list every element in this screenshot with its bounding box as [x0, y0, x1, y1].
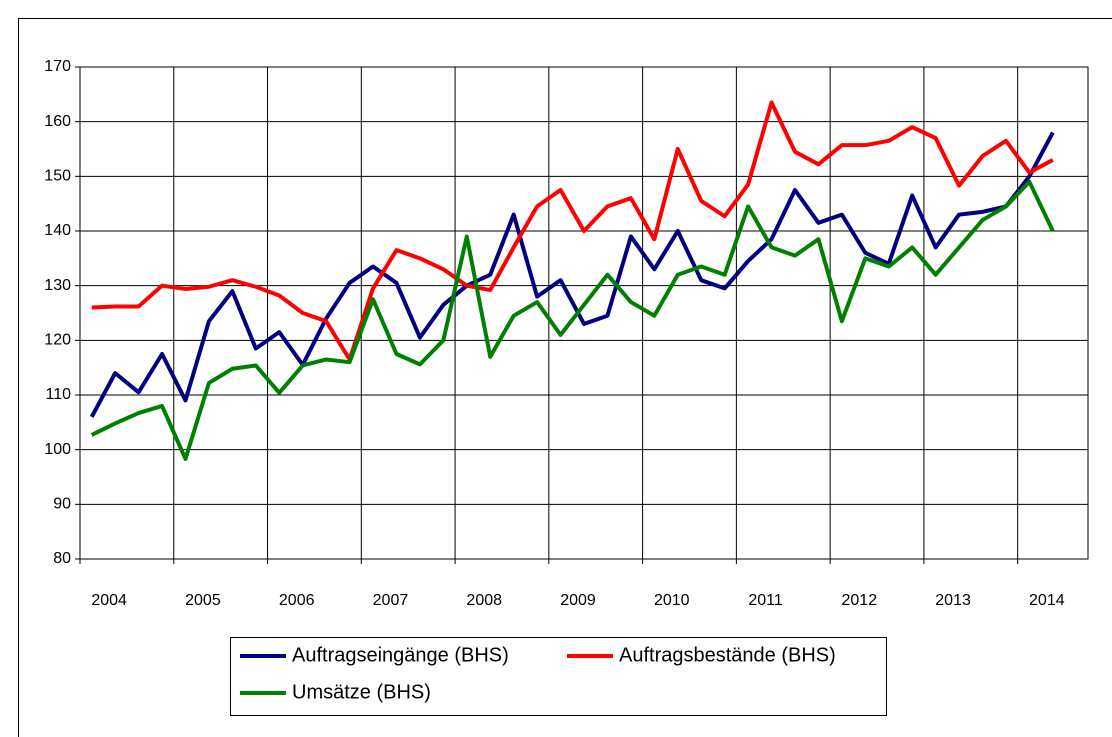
y-tick-label: 80 — [53, 550, 71, 567]
y-tick-label: 140 — [44, 222, 71, 239]
x-tick-label: 2010 — [654, 592, 690, 609]
y-tick-label: 120 — [44, 332, 71, 349]
series-line — [90, 179, 1055, 461]
x-tick-label: 2012 — [842, 592, 878, 609]
x-tick-label: 2006 — [279, 592, 315, 609]
x-tick-label: 2005 — [185, 592, 221, 609]
y-tick-label: 150 — [44, 168, 71, 185]
legend-label: Auftragsbestände (BHS) — [619, 644, 836, 666]
x-tick-label: 2013 — [935, 592, 971, 609]
series-line — [89, 131, 1055, 418]
legend-box — [230, 637, 887, 716]
y-tick-label: 160 — [44, 113, 71, 130]
plot-area — [79, 66, 1089, 560]
legend-label: Umsätze (BHS) — [292, 681, 431, 703]
y-tick-label: 170 — [44, 58, 71, 75]
y-tick-label: 90 — [53, 496, 71, 513]
x-tick-label: 2008 — [466, 592, 502, 609]
y-tick-label: 130 — [44, 277, 71, 294]
x-tick-label: 2009 — [560, 592, 596, 609]
x-tick-label: 2007 — [373, 592, 409, 609]
x-tick-label: 2011 — [748, 592, 783, 609]
x-tick-label: 2014 — [1029, 592, 1065, 609]
legend: Auftragseingänge (BHS) Auftragsbestände (… — [230, 637, 887, 716]
x-tick-label: 2004 — [91, 592, 127, 609]
y-tick-label: 100 — [44, 441, 71, 458]
legend-label: Auftragseingänge (BHS) — [292, 644, 509, 666]
y-tick-label: 110 — [45, 386, 71, 403]
series-line — [91, 100, 1054, 362]
